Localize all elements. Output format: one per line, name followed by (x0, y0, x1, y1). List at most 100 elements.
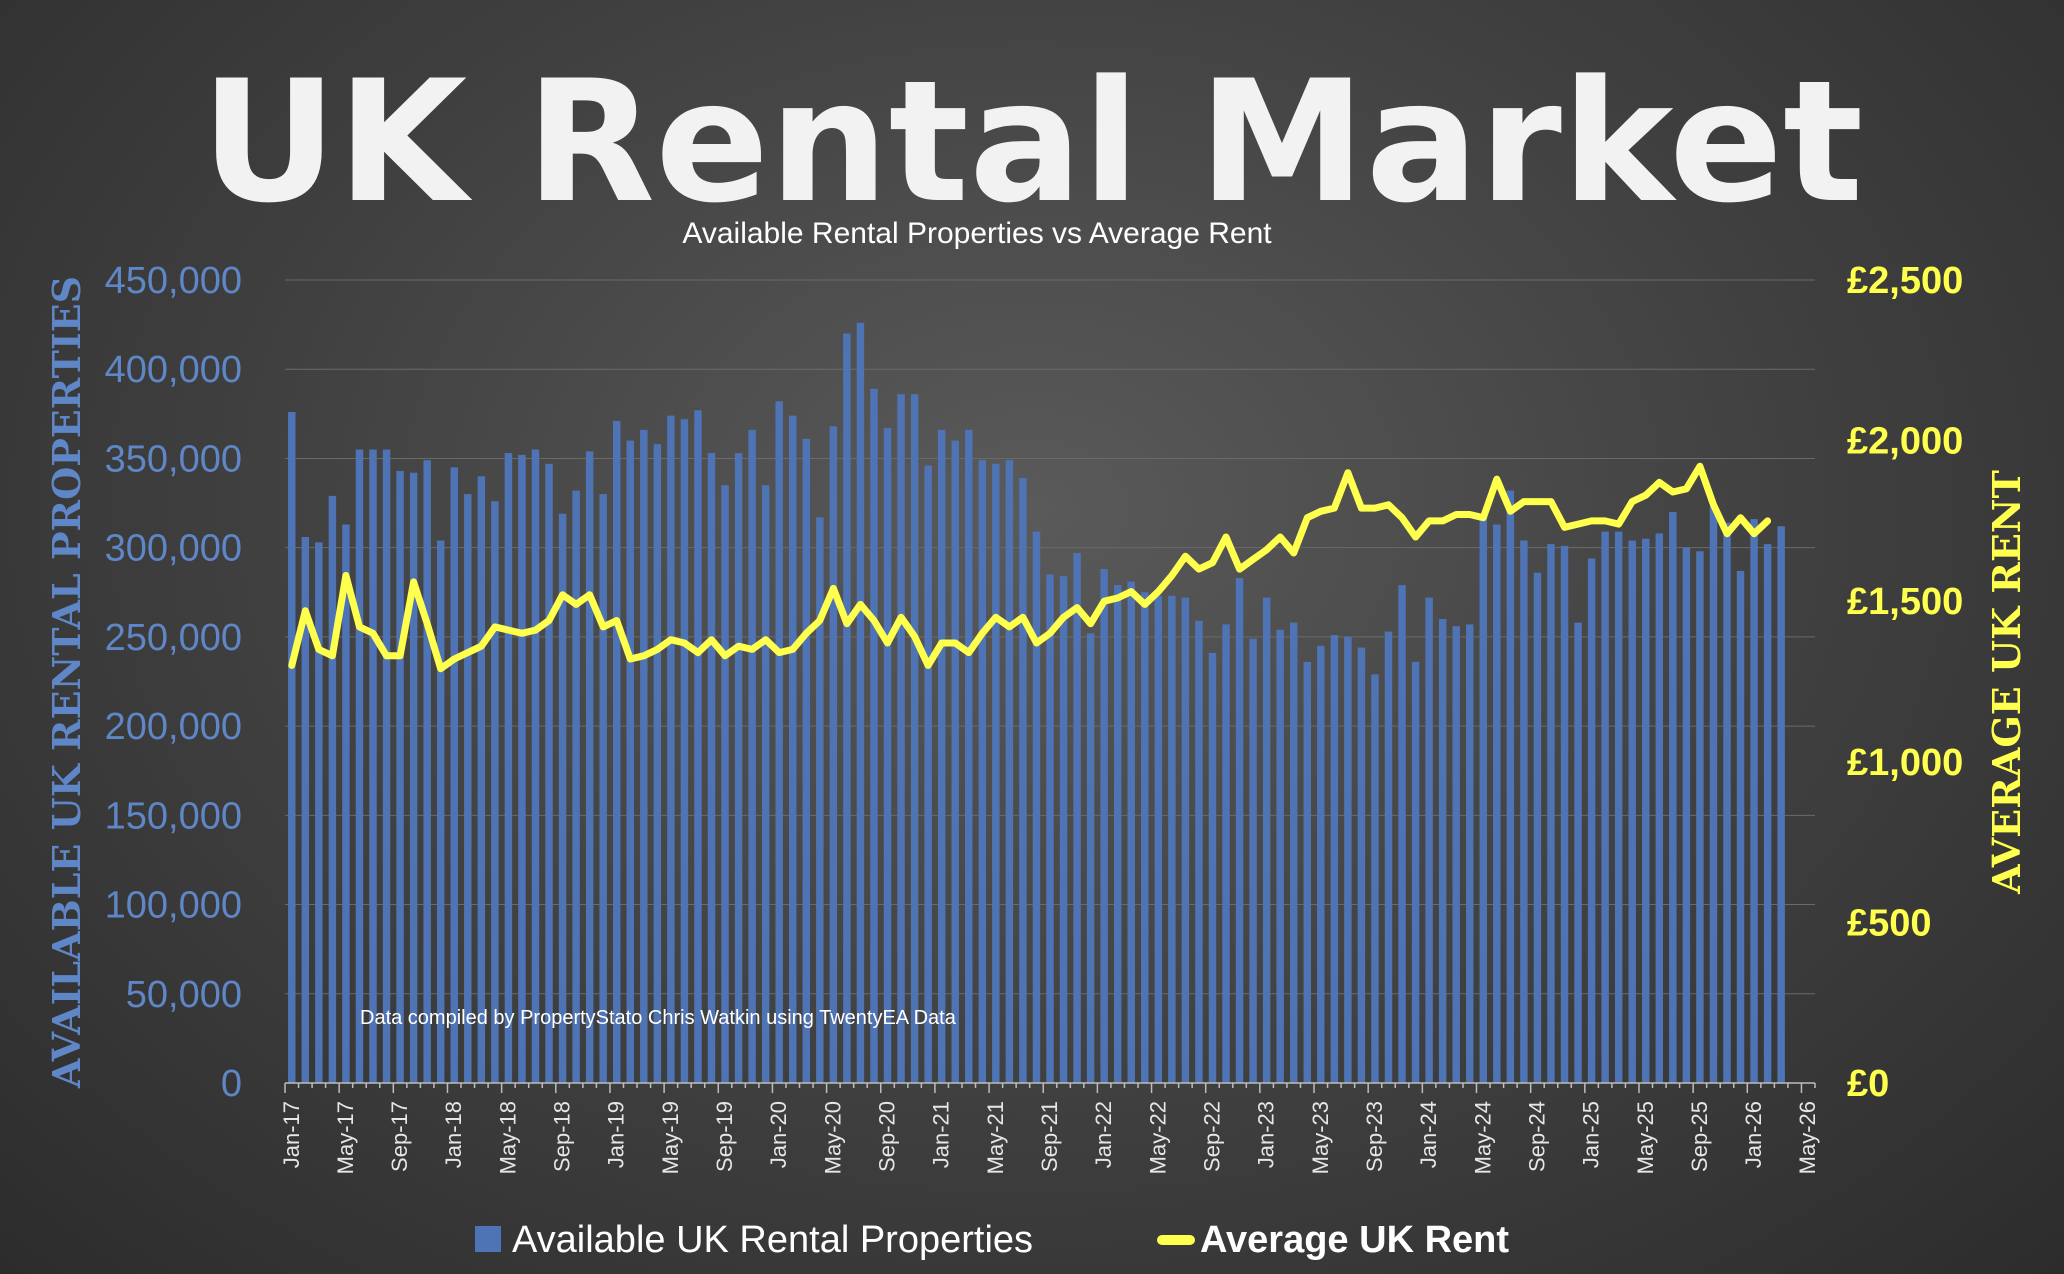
bar (409, 472, 418, 1084)
y-right-tick-label: £1,000 (1847, 742, 1963, 784)
x-tick-label: Sep-19 (712, 1101, 737, 1172)
x-tick-label: May-26 (1795, 1101, 1820, 1174)
bar (883, 428, 892, 1083)
y-left-tick-label: 150,000 (105, 795, 242, 837)
bar (910, 394, 919, 1083)
bar (1100, 569, 1108, 1083)
bar (1763, 544, 1772, 1083)
bar (626, 440, 634, 1084)
bar (1628, 540, 1636, 1083)
bar (1235, 578, 1244, 1083)
bar (382, 449, 391, 1083)
bar (1696, 551, 1704, 1083)
bar (585, 451, 594, 1084)
bar (829, 426, 838, 1083)
bar (450, 467, 458, 1083)
bar (897, 394, 905, 1083)
bar (599, 494, 607, 1084)
bar (1587, 558, 1596, 1083)
bar (301, 536, 310, 1083)
bar (1655, 533, 1664, 1083)
x-tick-label: Jan-23 (1254, 1101, 1279, 1168)
bar (1046, 574, 1054, 1083)
bar (1181, 597, 1190, 1083)
bar (1276, 629, 1284, 1083)
bar (1113, 585, 1122, 1083)
bar (1466, 624, 1474, 1083)
bar (1479, 515, 1487, 1083)
bar (1344, 636, 1352, 1083)
x-tick-label: Sep-17 (387, 1101, 412, 1172)
bar (1141, 592, 1149, 1083)
bar (369, 449, 377, 1083)
bar (1520, 540, 1528, 1083)
bar (937, 429, 946, 1084)
bar (355, 449, 364, 1083)
x-tick-label: Jan-21 (929, 1101, 954, 1168)
bar (694, 410, 702, 1084)
bar (1601, 531, 1609, 1083)
y-left-tick-label: 50,000 (126, 974, 242, 1016)
x-tick-label: Jan-19 (604, 1101, 629, 1168)
bar (342, 524, 350, 1083)
bar (761, 485, 770, 1083)
bar (558, 513, 567, 1083)
bar (1452, 626, 1460, 1083)
bar (992, 463, 1000, 1083)
bar (1371, 674, 1379, 1083)
bar (1317, 645, 1325, 1083)
x-tick-label: May-23 (1308, 1101, 1333, 1174)
y-axis-right-ticks: £0 £500 £1,000 £1,500 £2,000 £2,500 (1847, 260, 1963, 1105)
bar (1642, 538, 1650, 1083)
bar (396, 470, 404, 1083)
bar (1222, 624, 1230, 1083)
bar (1330, 635, 1339, 1083)
y-axis-left-label: AVAILABLE UK RENTAL PROPERTIES (44, 276, 89, 1089)
x-tick-label: Sep-24 (1524, 1101, 1549, 1172)
x-tick-label: May-18 (495, 1101, 520, 1174)
bar (1547, 544, 1555, 1083)
x-tick-label: Jan-26 (1741, 1101, 1766, 1168)
legend: Available UK Rental Properties Average U… (475, 1219, 1509, 1261)
bar (1614, 531, 1623, 1083)
bar (1289, 622, 1298, 1083)
bar (640, 429, 648, 1084)
bar (1086, 633, 1095, 1083)
bar (1398, 585, 1406, 1083)
x-tick-label: Jan-17 (279, 1101, 304, 1168)
chart-subtitle: Available Rental Properties vs Average R… (682, 217, 1272, 250)
x-axis-ticks: Jan-17 May-17 Sep-17 Jan-18 May-18 Sep-18 Jan-… (279, 1101, 1820, 1174)
bar (734, 453, 743, 1083)
x-tick-label: May-19 (658, 1101, 683, 1174)
bar (1574, 622, 1582, 1083)
bar (856, 322, 865, 1083)
y-left-tick-label: 100,000 (105, 885, 242, 927)
bar (978, 460, 987, 1083)
y-left-tick-label: 450,000 (105, 260, 242, 302)
legend-line-label: Average UK Rent (1200, 1219, 1509, 1261)
y-right-tick-label: £500 (1847, 902, 1932, 944)
bar (1425, 597, 1433, 1083)
bar (518, 454, 526, 1083)
bar (1032, 531, 1041, 1083)
x-tick-label: May-25 (1633, 1101, 1658, 1174)
x-tick-label: May-21 (983, 1101, 1008, 1174)
y-axis-left-ticks: 0 50,000 100,000 150,000 200,000 250,000 300,0… (105, 260, 242, 1105)
bar (802, 438, 811, 1083)
bar (843, 333, 851, 1083)
bar (1249, 638, 1257, 1083)
chart-title: UK Rental Market (201, 44, 1864, 240)
source-note: Data compiled by PropertyStato Chris Wat… (360, 1007, 957, 1029)
bar (423, 460, 431, 1083)
x-tick-label: May-24 (1470, 1101, 1495, 1174)
bar (1262, 597, 1271, 1083)
bar (653, 444, 662, 1083)
bar (504, 453, 513, 1083)
x-tick-label: Sep-22 (1200, 1101, 1225, 1172)
bar (775, 401, 783, 1083)
bar (1208, 652, 1217, 1083)
y-right-tick-label: £2,500 (1847, 260, 1963, 302)
bar (1493, 524, 1501, 1083)
bar (924, 465, 932, 1083)
